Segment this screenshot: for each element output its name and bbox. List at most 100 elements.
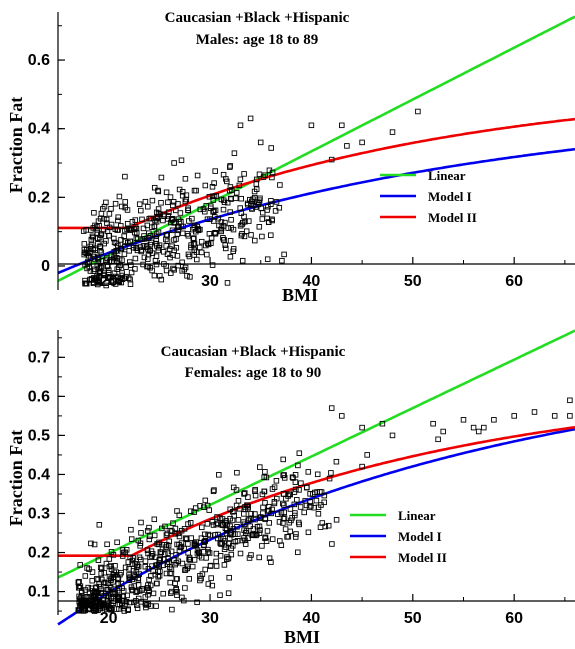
scatter-point — [241, 491, 247, 497]
scatter-point — [246, 555, 253, 561]
scatter-point — [133, 235, 140, 241]
scatter-point — [81, 247, 88, 253]
scatter-point — [268, 201, 274, 207]
scatter-point — [217, 540, 223, 546]
scatter-point — [344, 143, 350, 149]
scatter-point — [248, 516, 254, 522]
scatter-point — [244, 502, 250, 508]
scatter-point — [202, 566, 208, 573]
scatter-point — [204, 251, 210, 258]
scatter-point — [261, 488, 267, 495]
scatter-point — [93, 589, 100, 595]
scatter-point — [162, 523, 168, 530]
scatter-point — [257, 527, 263, 533]
scatter-point — [164, 238, 171, 244]
scatter-point — [116, 594, 122, 600]
scatter-point — [175, 262, 181, 269]
scatter-point — [259, 543, 265, 549]
scatter-point — [213, 558, 219, 565]
scatter-point — [165, 216, 171, 222]
scatter-point — [218, 219, 225, 225]
scatter-point — [281, 509, 287, 516]
scatter-point — [262, 534, 269, 541]
scatter-point — [98, 570, 104, 577]
scatter-point — [269, 536, 276, 542]
scatter-point — [191, 235, 197, 241]
scatter-point — [173, 587, 179, 593]
scatter-point — [315, 511, 322, 517]
scatter-point — [171, 557, 177, 563]
scatter-point — [199, 571, 206, 577]
scatter-point — [308, 503, 314, 509]
scatter-point — [281, 515, 288, 521]
scatter-point — [250, 202, 257, 209]
scatter-point — [170, 265, 176, 272]
scatter-point — [326, 475, 333, 482]
scatter-point — [260, 504, 266, 511]
scatter-point — [128, 584, 135, 590]
x-tick-label: 30 — [201, 610, 219, 627]
scatter-point — [145, 591, 151, 598]
scatter-point — [207, 562, 214, 569]
scatter-point — [379, 420, 386, 427]
scatter-point — [292, 479, 299, 485]
scatter-point — [172, 525, 179, 532]
scatter-point — [236, 506, 243, 512]
scatter-point — [191, 187, 198, 194]
scatter-point — [221, 546, 228, 553]
scatter-point — [127, 599, 133, 606]
male-scatter-points — [80, 108, 421, 289]
scatter-point — [92, 222, 98, 229]
scatter-point — [253, 181, 260, 187]
scatter-point — [91, 541, 98, 548]
scatter-point — [321, 492, 328, 499]
scatter-point — [158, 200, 164, 206]
scatter-point — [173, 552, 179, 558]
scatter-point — [112, 563, 118, 569]
fit-curve-model-i — [57, 427, 575, 626]
scatter-point — [164, 251, 171, 257]
scatter-point — [165, 213, 172, 219]
scatter-point — [118, 203, 125, 210]
fit-curve-model-i — [57, 147, 575, 275]
scatter-point — [85, 252, 92, 259]
scatter-point — [96, 270, 103, 277]
scatter-point — [166, 538, 172, 545]
scatter-point — [106, 232, 112, 239]
scatter-point — [77, 562, 83, 568]
scatter-point — [153, 562, 159, 569]
y-tick-label: 0.3 — [28, 505, 50, 522]
scatter-point — [88, 540, 94, 547]
scatter-point — [163, 189, 170, 196]
scatter-point — [103, 282, 109, 289]
scatter-point — [171, 267, 177, 273]
male-chart-title: Caucasian +Black +Hispanic — [165, 10, 350, 26]
scatter-point — [103, 216, 110, 223]
scatter-point — [314, 471, 321, 478]
scatter-point — [148, 239, 154, 246]
scatter-point — [169, 227, 176, 234]
scatter-point — [189, 563, 196, 570]
scatter-point — [172, 580, 178, 586]
scatter-point — [281, 251, 287, 258]
scatter-point — [185, 207, 191, 213]
x-tick-label: 40 — [303, 610, 321, 627]
scatter-point — [205, 240, 211, 247]
scatter-point — [160, 590, 166, 597]
scatter-point — [149, 563, 155, 569]
scatter-point — [85, 584, 91, 591]
scatter-point — [153, 253, 160, 259]
scatter-point — [218, 196, 225, 203]
scatter-point — [269, 486, 276, 492]
scatter-point — [182, 176, 189, 182]
scatter-point — [235, 531, 241, 537]
scatter-point — [97, 564, 104, 571]
scatter-point — [210, 522, 217, 528]
scatter-point — [197, 577, 203, 584]
scatter-point — [194, 599, 200, 606]
y-tick-label: 0.7 — [28, 349, 50, 366]
scatter-point — [144, 585, 151, 591]
scatter-point — [143, 604, 149, 611]
scatter-point — [235, 517, 242, 523]
scatter-point — [239, 221, 245, 228]
